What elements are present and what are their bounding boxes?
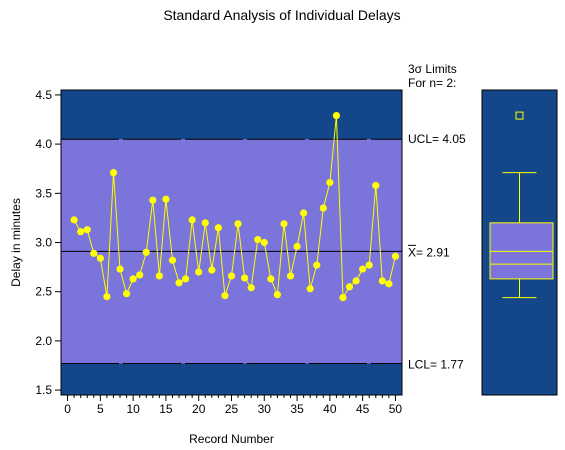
data-point — [293, 242, 301, 251]
plot-area — [60, 89, 403, 396]
y-tick-label: 3.0 — [35, 236, 52, 250]
data-point — [175, 279, 183, 287]
y-tick-label: 4.5 — [35, 88, 52, 102]
limits-header-line1: 3σ Limits — [408, 62, 457, 76]
data-point — [109, 169, 118, 177]
limits-header-line2: For n= 2: — [408, 76, 456, 90]
x-tick-label: 10 — [126, 402, 140, 416]
x-tick-label: 0 — [64, 402, 71, 416]
y-tick-label: 2.5 — [35, 285, 52, 299]
center-label: X= 2.91 — [408, 245, 450, 259]
center-label-value: = 2.91 — [416, 245, 450, 259]
data-point — [70, 216, 78, 224]
data-point — [267, 275, 275, 283]
y-tick-label: 1.5 — [35, 383, 52, 397]
data-point — [352, 277, 360, 285]
data-point — [385, 280, 393, 288]
data-point — [300, 209, 308, 217]
data-point — [155, 272, 163, 280]
lcl-label: LCL= 1.77 — [408, 358, 464, 372]
boxplot-outlier — [515, 111, 524, 120]
data-point — [345, 283, 354, 291]
data-point — [77, 228, 85, 236]
x-tick-label: 40 — [323, 402, 337, 416]
data-point — [306, 285, 314, 293]
ucl-label: UCL= 4.05 — [408, 132, 466, 146]
data-point — [247, 284, 255, 292]
y-tick-label: 3.5 — [35, 186, 52, 200]
data-point — [142, 248, 150, 256]
data-point — [313, 261, 321, 269]
data-point — [90, 249, 98, 257]
boxplot-panel — [481, 89, 558, 396]
chart-title: Standard Analysis of Individual Delays — [163, 7, 400, 23]
x-axis: 0 5 10 15 20 25 30 35 40 45 50 — [61, 394, 403, 416]
data-point — [391, 252, 400, 260]
data-point — [83, 226, 91, 234]
data-point — [260, 238, 268, 247]
y-tick-label: 2.0 — [35, 334, 52, 348]
x-tick-label: 50 — [389, 402, 403, 416]
data-point — [319, 204, 327, 212]
data-point — [195, 268, 203, 276]
data-point — [273, 291, 282, 299]
data-point — [326, 178, 334, 187]
data-point — [332, 111, 341, 120]
data-point — [227, 272, 236, 280]
y-axis: 1.5 2.0 2.5 3.0 3.5 4.0 4.5 — [35, 88, 62, 397]
data-point — [149, 196, 157, 204]
data-point — [241, 274, 249, 282]
data-point — [96, 254, 104, 262]
y-axis-label: Delay in minutes — [9, 198, 23, 287]
x-tick-label: 30 — [258, 402, 272, 416]
data-point — [339, 293, 347, 302]
data-point — [181, 275, 190, 283]
data-point — [234, 220, 242, 228]
data-point — [372, 181, 380, 190]
data-point — [162, 195, 170, 203]
data-point — [188, 216, 196, 224]
data-point — [116, 265, 124, 273]
data-point — [280, 220, 288, 228]
data-point — [365, 261, 373, 269]
x-tick-label: 35 — [290, 402, 304, 416]
data-point — [168, 256, 177, 264]
data-point — [359, 265, 367, 273]
y-tick-label: 4.0 — [35, 137, 52, 151]
data-point — [122, 290, 131, 298]
data-point — [221, 292, 229, 300]
data-point — [286, 272, 295, 280]
data-point — [378, 277, 386, 285]
x-tick-label: 25 — [225, 402, 239, 416]
data-point — [129, 275, 137, 283]
data-point — [208, 266, 216, 274]
data-points — [70, 111, 400, 302]
x-tick-label: 15 — [159, 402, 173, 416]
x-tick-label: 45 — [356, 402, 370, 416]
xbar-symbol: X — [408, 245, 416, 259]
data-point — [103, 293, 111, 301]
data-point — [201, 219, 209, 227]
data-point — [254, 235, 262, 244]
data-point — [136, 271, 144, 279]
data-point — [214, 224, 222, 232]
x-tick-label: 5 — [97, 402, 104, 416]
x-axis-label: Record Number — [189, 432, 274, 446]
x-tick-label: 20 — [192, 402, 206, 416]
